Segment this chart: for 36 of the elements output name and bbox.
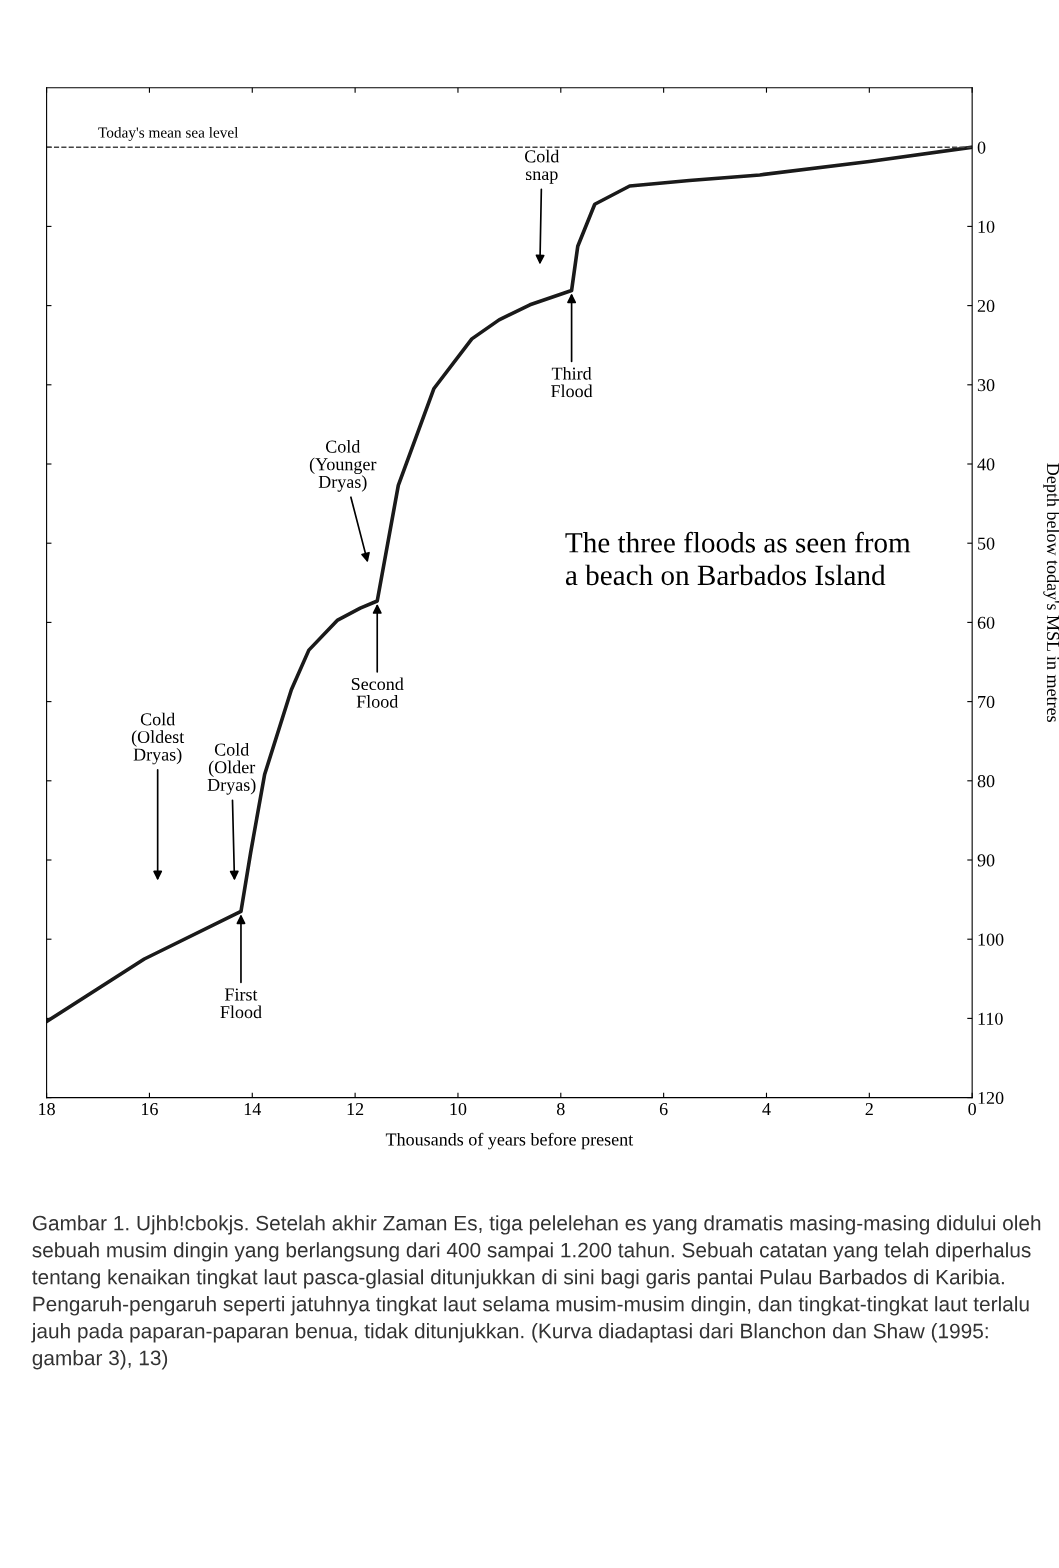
line-series — [46, 145, 973, 1024]
y-tick-label: 120 — [978, 1091, 1004, 1105]
y-tick-label: 60 — [977, 616, 995, 629]
x-tick-label: 14 — [244, 1103, 262, 1115]
annotation: Cold (Younger Dryas) — [309, 440, 377, 492]
y-tick-label: 70 — [978, 695, 995, 709]
y-tick-label: 30 — [977, 379, 995, 392]
x-tick-label: 0 — [968, 1102, 976, 1116]
y-tick-label: 20 — [977, 299, 995, 313]
x-tick-label: 8 — [556, 1102, 565, 1116]
x-axis-title: Thousands of years before present — [385, 1132, 634, 1150]
y-tick-label: 110 — [978, 1012, 1003, 1025]
y-tick-label: 40 — [977, 458, 995, 471]
annotation: Cold (Older Dryas) — [207, 742, 256, 795]
annotation: Second Flood — [351, 677, 404, 708]
x-tick-label: 4 — [762, 1103, 771, 1115]
annotation: First Flood — [220, 988, 262, 1019]
y-tick-label: 90 — [977, 854, 995, 867]
annotation: Third Flood — [551, 366, 593, 398]
text: Gambar 1. Ujhb!cbokjs. Setelah akhir Zaman Es, tiga pelelehan es yang dramatis masing-masing didului oleh sebuah musim dingin yang berlangsung dari 400 sampai 1.200 tahun. Sebuah catatan yang telah diperhalus tentang kenaikan tingkat laut pasca-glasial ditunjukkan di sini bagi garis pantai Pulau Barbados di Karibia. Pengaruh-pengaruh seperti jatuhnya tingkat laut selama musim-musim dingin, dan tingkat-tingkat laut terlalu jauh pada paparan-paparan benua, tidak ditunjukkan. (Kurva diadaptasi dari Blanchon dan Shaw (1995: gambar 3), 13) — [31, 1215, 1041, 1370]
x-tick-label: 16 — [142, 1103, 158, 1116]
x-tick-label: 2 — [865, 1103, 873, 1115]
x-tick-label: 10 — [450, 1102, 467, 1116]
x-tick-label: 18 — [39, 1102, 55, 1116]
annotation: Cold snap — [524, 149, 560, 184]
annotation: Cold (Oldest Dryas) — [131, 712, 185, 765]
ref-line-label: Today's mean sea level — [98, 126, 239, 141]
x-tick-label: 6 — [659, 1103, 668, 1116]
y-tick-label: 80 — [977, 775, 995, 788]
x-tick-label: 12 — [347, 1103, 364, 1115]
annotation: The three floods as seen from a beach on Barbados Island — [565, 531, 911, 586]
y-tick-label: 10 — [978, 220, 995, 233]
y-tick-label: 50 — [978, 537, 995, 550]
y-tick-label: 100 — [978, 933, 1004, 946]
y-axis-title: Depth below today's MSL in metres — [1043, 463, 1059, 722]
y-tick-label: 0 — [977, 141, 986, 154]
